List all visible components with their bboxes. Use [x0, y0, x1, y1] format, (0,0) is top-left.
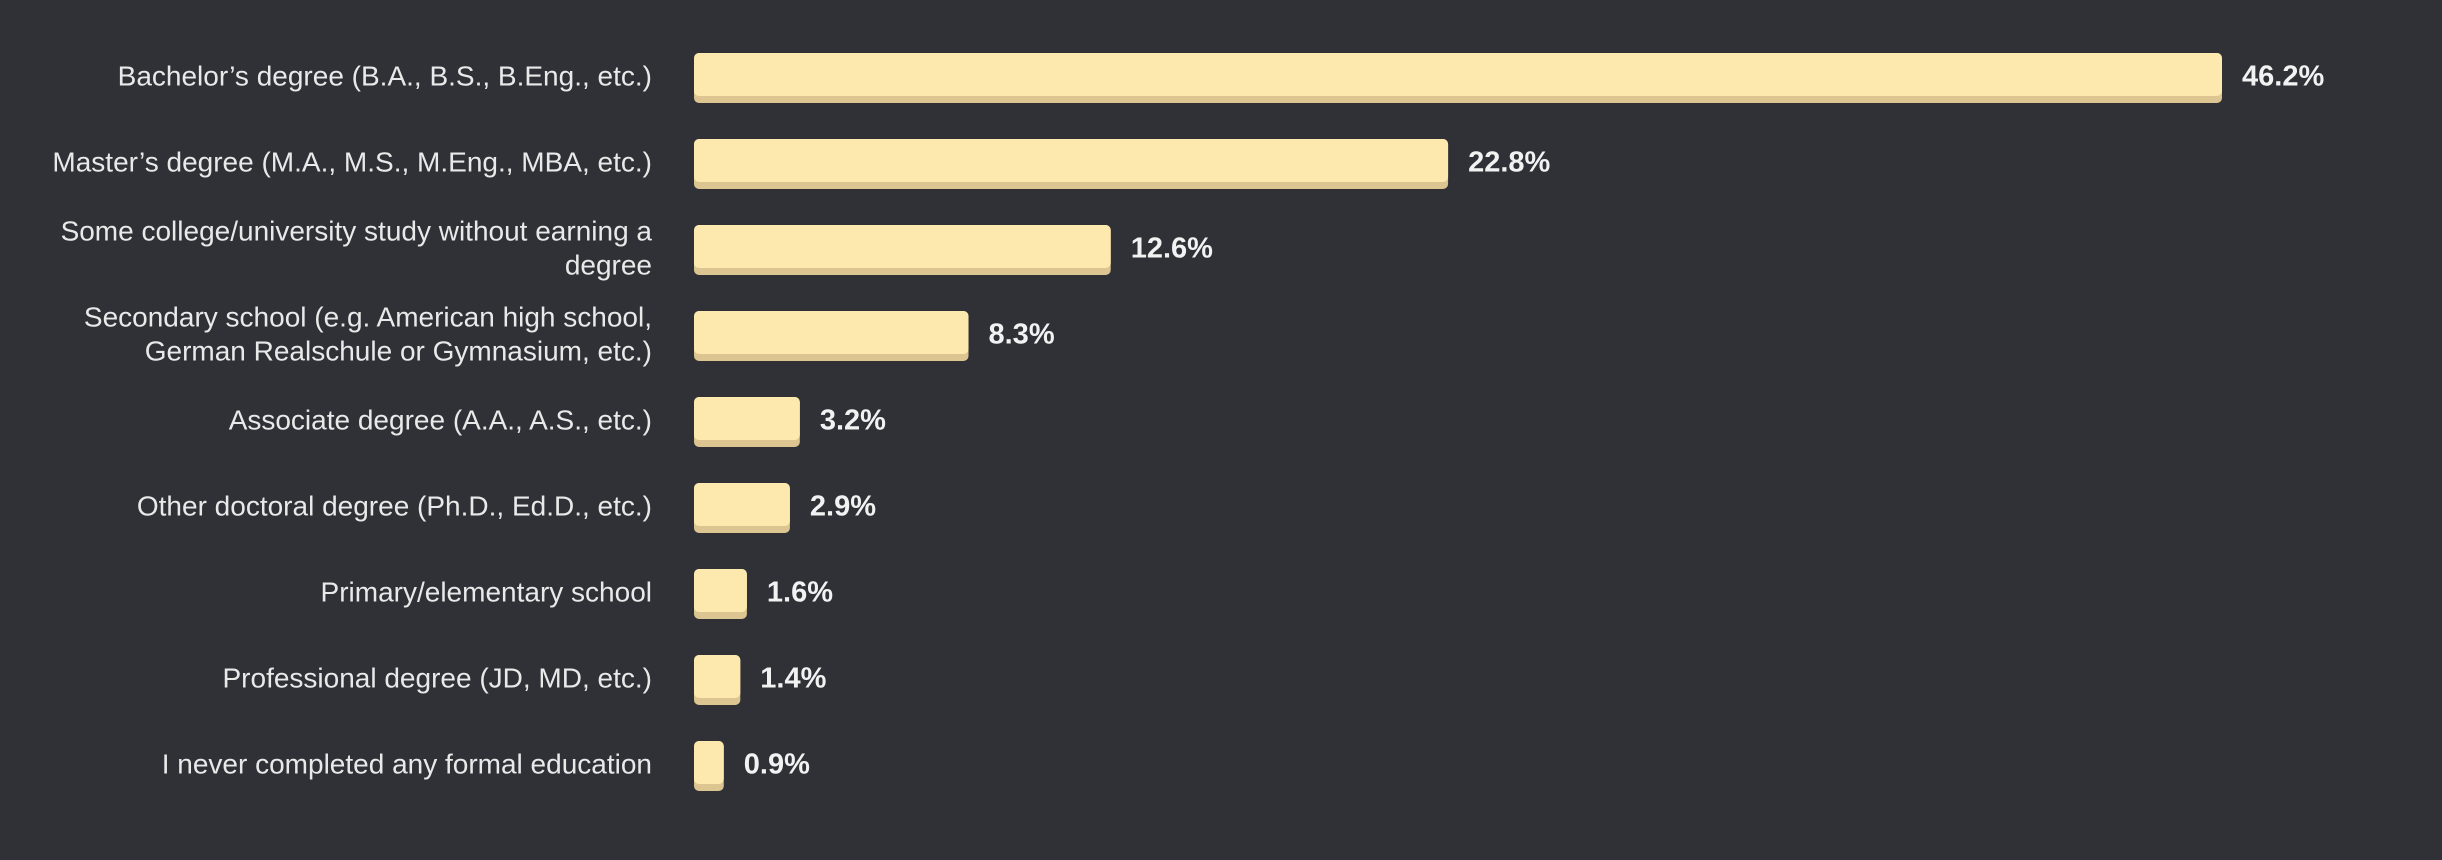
value-label-0: 46.2%: [2242, 61, 2324, 93]
category-label-line-4-0: Associate degree (A.A., A.S., etc.): [229, 404, 652, 435]
category-label-line-2-1: degree: [565, 249, 652, 280]
bar-2[interactable]: [694, 225, 1111, 268]
category-label-5: Other doctoral degree (Ph.D., Ed.D., etc…: [137, 490, 652, 521]
bar-6[interactable]: [694, 569, 747, 612]
value-label-6: 1.6%: [767, 577, 833, 609]
value-label-8: 0.9%: [744, 749, 810, 781]
bar-7[interactable]: [694, 655, 741, 698]
category-label-line-7-0: Professional degree (JD, MD, etc.): [223, 662, 653, 693]
category-label-8: I never completed any formal education: [162, 748, 652, 779]
category-label-line-1-0: Master’s degree (M.A., M.S., M.Eng., MBA…: [52, 146, 652, 177]
category-label-line-8-0: I never completed any formal education: [162, 748, 652, 779]
category-label-line-2-0: Some college/university study without ea…: [61, 215, 653, 246]
category-label-line-5-0: Other doctoral degree (Ph.D., Ed.D., etc…: [137, 490, 652, 521]
value-label-1: 22.8%: [1468, 147, 1550, 179]
bar-5[interactable]: [694, 483, 790, 526]
bar-3[interactable]: [694, 311, 969, 354]
value-label-4: 3.2%: [820, 405, 886, 437]
category-label-line-3-0: Secondary school (e.g. American high sch…: [84, 301, 652, 332]
value-label-3: 8.3%: [989, 319, 1055, 351]
category-label-line-0-0: Bachelor’s degree (B.A., B.S., B.Eng., e…: [118, 60, 652, 91]
category-label-line-3-1: German Realschule or Gymnasium, etc.): [145, 335, 652, 366]
category-label-line-6-0: Primary/elementary school: [321, 576, 652, 607]
category-label-2: Some college/university study without ea…: [61, 215, 653, 280]
value-label-7: 1.4%: [760, 663, 826, 695]
value-labels-layer: 46.2% 22.8% 12.6% 8.3% 3.2% 2.9% 1.6% 1.4% 0.9%: [744, 61, 2325, 781]
bars-layer: [694, 53, 2222, 791]
category-label-0: Bachelor’s degree (B.A., B.S., B.Eng., e…: [118, 60, 652, 91]
category-label-6: Primary/elementary school: [321, 576, 652, 607]
category-labels-layer: Bachelor’s degree (B.A., B.S., B.Eng., e…: [52, 60, 652, 779]
category-label-4: Associate degree (A.A., A.S., etc.): [229, 404, 652, 435]
value-label-2: 12.6%: [1131, 233, 1213, 265]
bar-0[interactable]: [694, 53, 2222, 96]
category-label-3: Secondary school (e.g. American high sch…: [84, 301, 652, 366]
bar-1[interactable]: [694, 139, 1449, 182]
bar-4[interactable]: [694, 397, 800, 440]
category-label-1: Master’s degree (M.A., M.S., M.Eng., MBA…: [52, 146, 652, 177]
category-label-7: Professional degree (JD, MD, etc.): [223, 662, 653, 693]
value-label-5: 2.9%: [810, 491, 876, 523]
bar-8[interactable]: [694, 741, 724, 784]
